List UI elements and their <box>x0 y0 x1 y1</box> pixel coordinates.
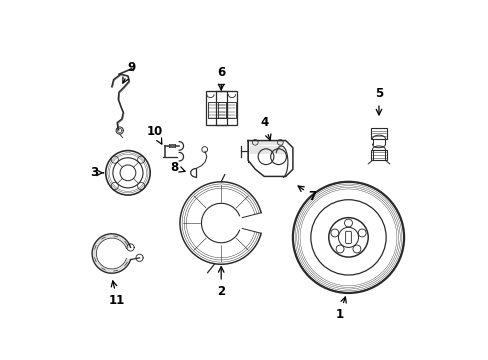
Bar <box>207 102 225 118</box>
Text: 5: 5 <box>374 87 382 115</box>
Text: 11: 11 <box>109 281 125 307</box>
Text: 3: 3 <box>90 166 103 179</box>
Text: 6: 6 <box>217 66 225 90</box>
Bar <box>206 91 227 125</box>
Text: 2: 2 <box>217 267 225 298</box>
Text: 8: 8 <box>170 161 184 174</box>
Bar <box>370 128 386 139</box>
Text: 1: 1 <box>335 297 346 321</box>
Text: 10: 10 <box>146 125 163 144</box>
Bar <box>370 149 386 160</box>
Bar <box>216 91 237 125</box>
Text: 9: 9 <box>122 60 135 83</box>
Text: 4: 4 <box>260 116 270 140</box>
Bar <box>217 102 235 118</box>
Text: 7: 7 <box>298 186 316 203</box>
